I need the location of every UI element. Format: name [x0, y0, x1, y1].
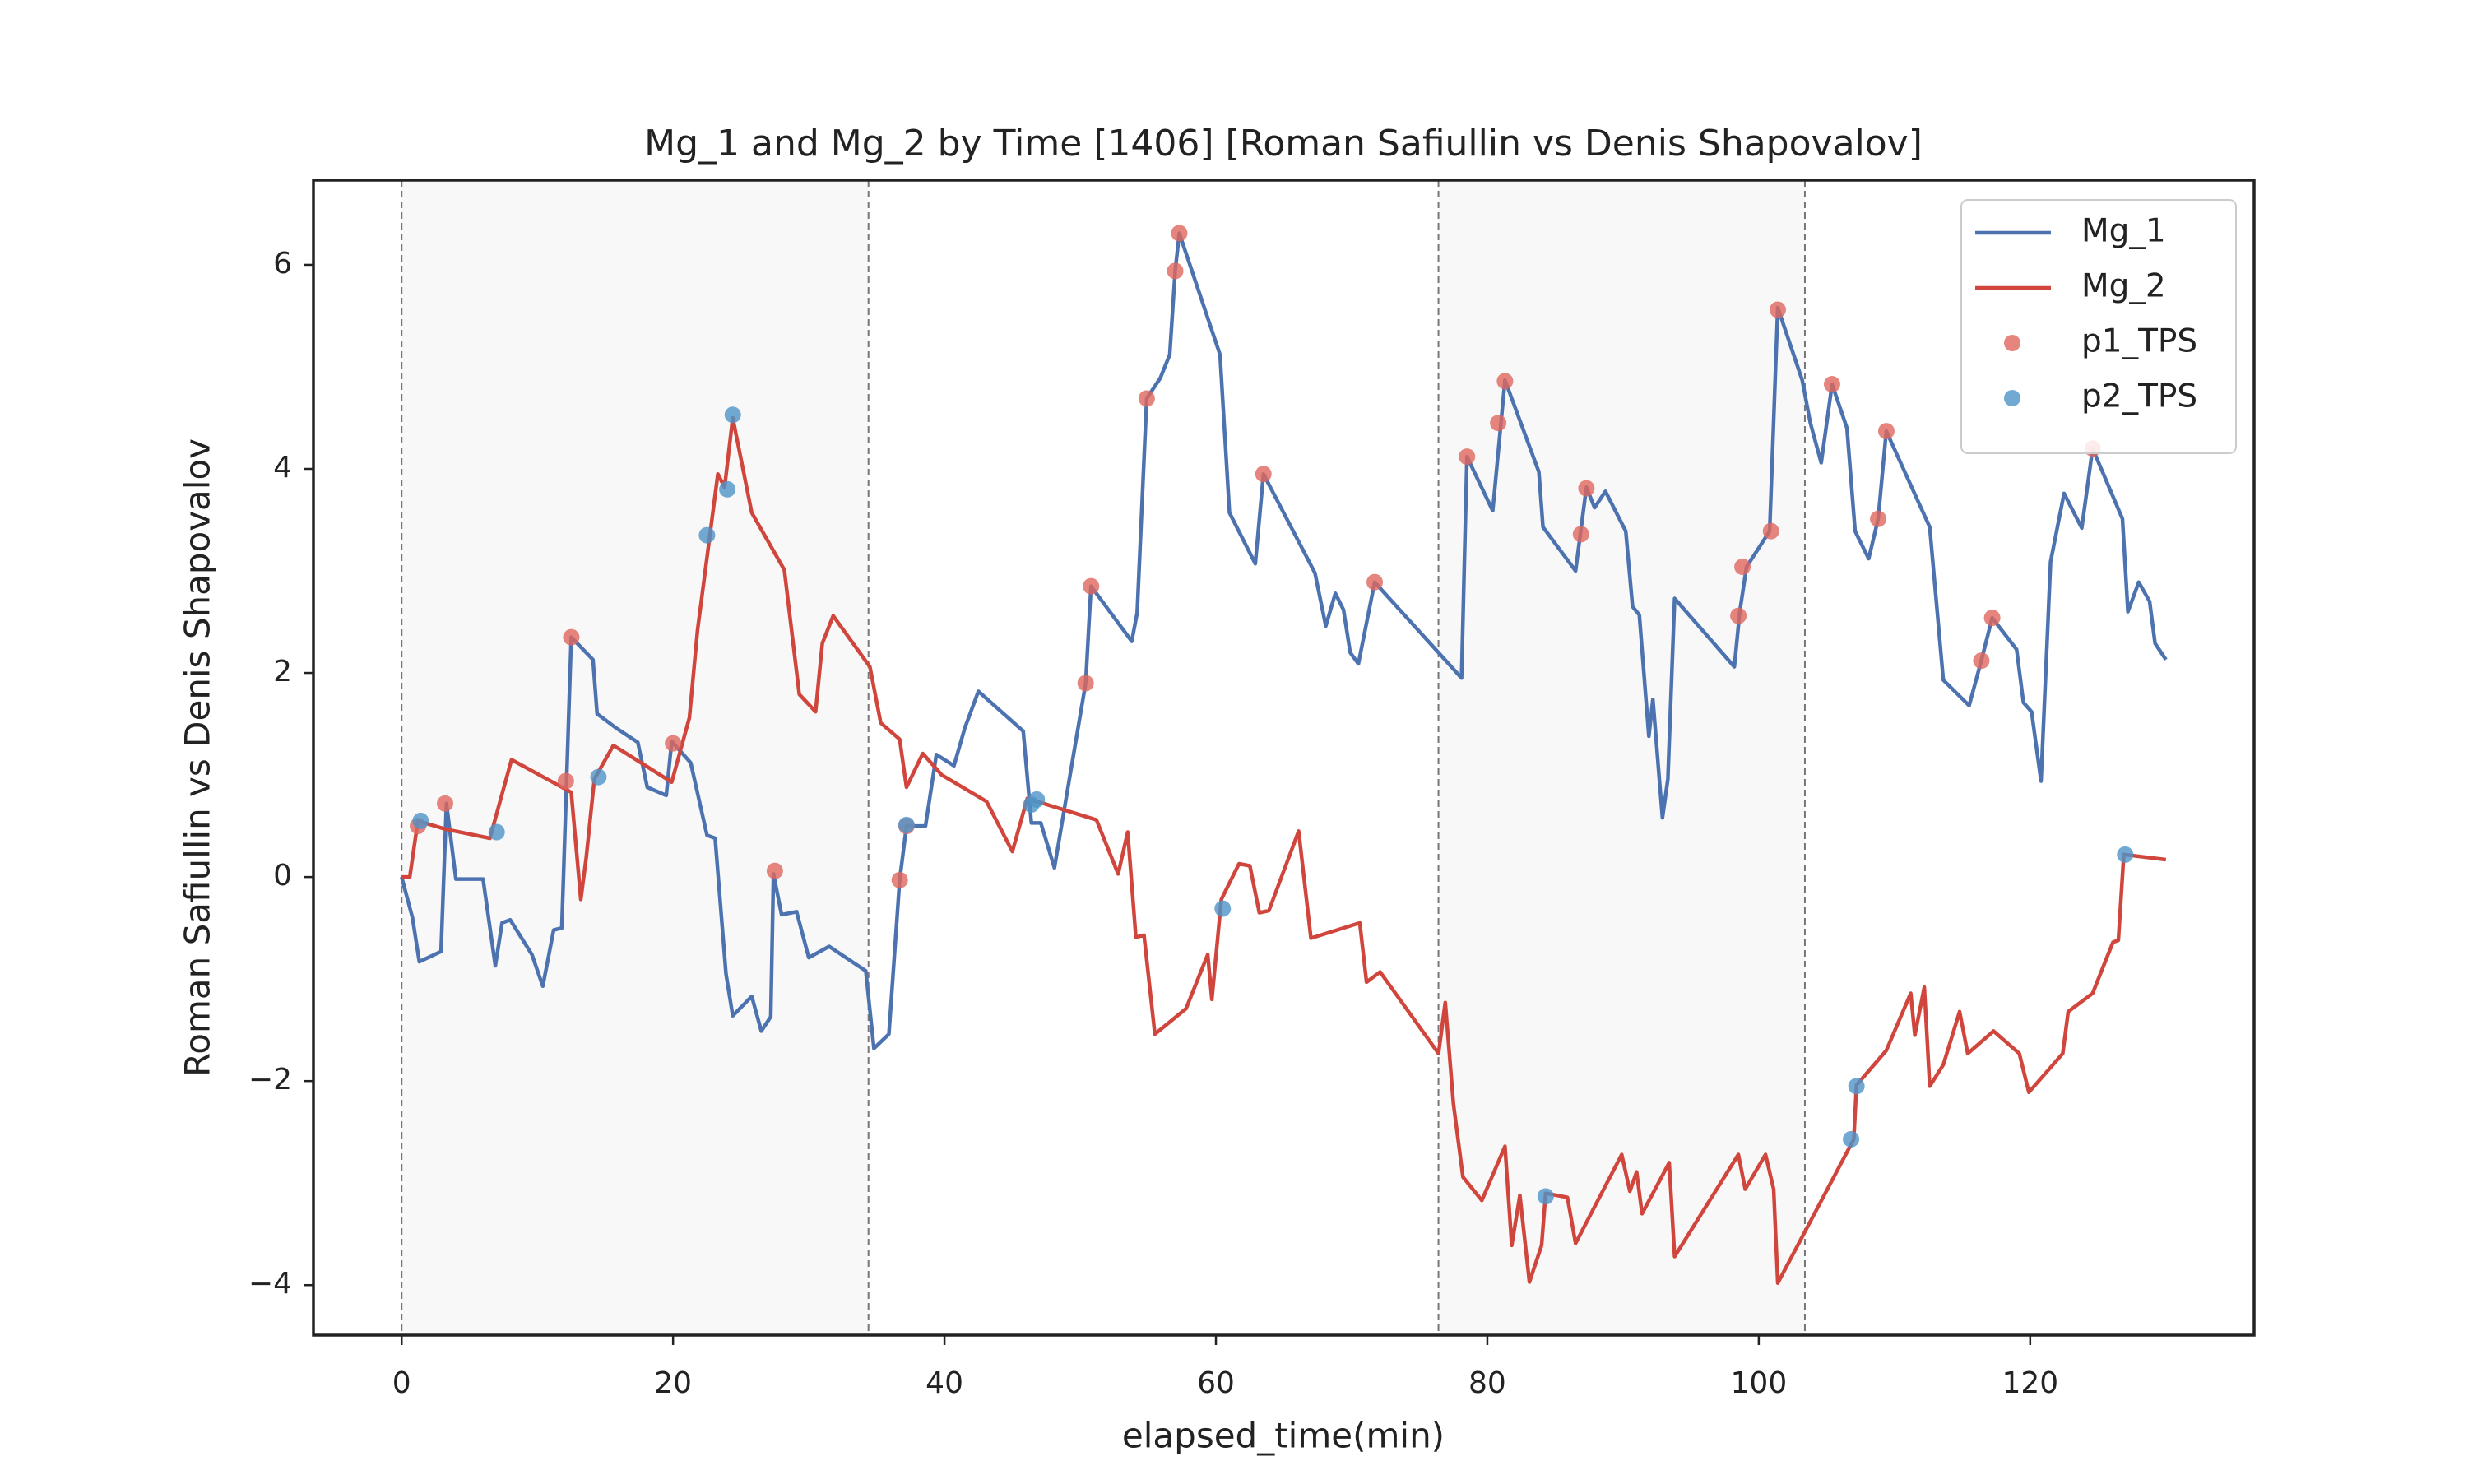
y-tick-label: 0	[273, 859, 292, 893]
legend-label: p2_TPS	[2081, 378, 2197, 415]
scatter-point	[1496, 373, 1514, 390]
scatter-point	[1459, 448, 1476, 466]
y-tick-label: 6	[273, 247, 292, 281]
series-line	[401, 415, 2167, 1285]
chart-title: Mg_1 and Mg_2 by Time [1406] [Roman Safi…	[644, 123, 1923, 165]
x-tick-label: 120	[2002, 1366, 2058, 1400]
scatter-point	[1490, 415, 1507, 432]
legend-box	[1960, 199, 2237, 454]
scatter-point	[557, 772, 574, 790]
scatter-point	[1823, 376, 1840, 393]
scatter-point	[1973, 652, 1990, 670]
legend-label: p1_TPS	[2081, 323, 2197, 360]
scatter-point	[1083, 577, 1100, 595]
scatter-point	[1730, 607, 1747, 624]
scatter-point	[1769, 301, 1786, 318]
scatter-point	[1734, 559, 1751, 576]
scatter-point	[590, 768, 607, 786]
scatter-point	[1138, 390, 1155, 407]
scatter-point	[2117, 846, 2134, 863]
x-tick-label: 100	[1731, 1366, 1788, 1400]
x-tick-label: 60	[1197, 1366, 1235, 1400]
x-axis-label: elapsed_time(min)	[1122, 1416, 1445, 1456]
plot-frame	[312, 179, 2256, 1337]
scatter-point	[488, 823, 505, 841]
scatter-point	[412, 812, 429, 829]
scatter-point	[898, 816, 915, 833]
scatter-point	[437, 795, 454, 812]
legend-label: Mg_1	[2081, 213, 2166, 250]
y-tick-label: −4	[248, 1267, 292, 1301]
scatter-point	[1167, 262, 1184, 280]
legend-label: Mg_2	[2081, 268, 2166, 305]
x-tick-label: 20	[654, 1366, 692, 1400]
scatter-point	[1537, 1188, 1554, 1205]
scatter-point	[1983, 610, 2001, 627]
scatter-point	[1762, 522, 1779, 540]
scatter-point	[563, 628, 580, 646]
scatter-point	[1028, 791, 1046, 808]
scatter-point	[1870, 510, 1887, 527]
y-axis-label: Roman Safiullin vs Denis Shapovalov	[178, 438, 218, 1077]
y-tick-label: 4	[273, 451, 292, 485]
scatter-point	[1077, 675, 1094, 692]
x-tick-label: 80	[1468, 1366, 1506, 1400]
legend-marker	[2004, 390, 2020, 406]
y-tick-label: −2	[248, 1063, 292, 1097]
scatter-point	[1255, 466, 1272, 483]
scatter-point	[724, 406, 741, 424]
y-tick-label: 2	[273, 655, 292, 689]
scatter-point	[1578, 480, 1595, 497]
x-tick-label: 0	[392, 1366, 411, 1400]
scatter-point	[1877, 423, 1895, 440]
scatter-point	[1171, 225, 1188, 242]
x-tick-label: 40	[926, 1366, 963, 1400]
scatter-point	[1214, 900, 1232, 917]
scatter-point	[1366, 573, 1384, 591]
legend-marker	[2004, 335, 2020, 351]
scatter-point	[766, 862, 783, 879]
scatter-point	[1572, 526, 1589, 543]
shaded-span	[1438, 180, 1805, 1335]
scatter-point	[665, 735, 682, 752]
scatter-point	[698, 526, 716, 544]
scatter-point	[1843, 1130, 1860, 1148]
scatter-point	[719, 480, 736, 498]
scatter-point	[1848, 1078, 1865, 1095]
scatter-point	[891, 871, 908, 888]
